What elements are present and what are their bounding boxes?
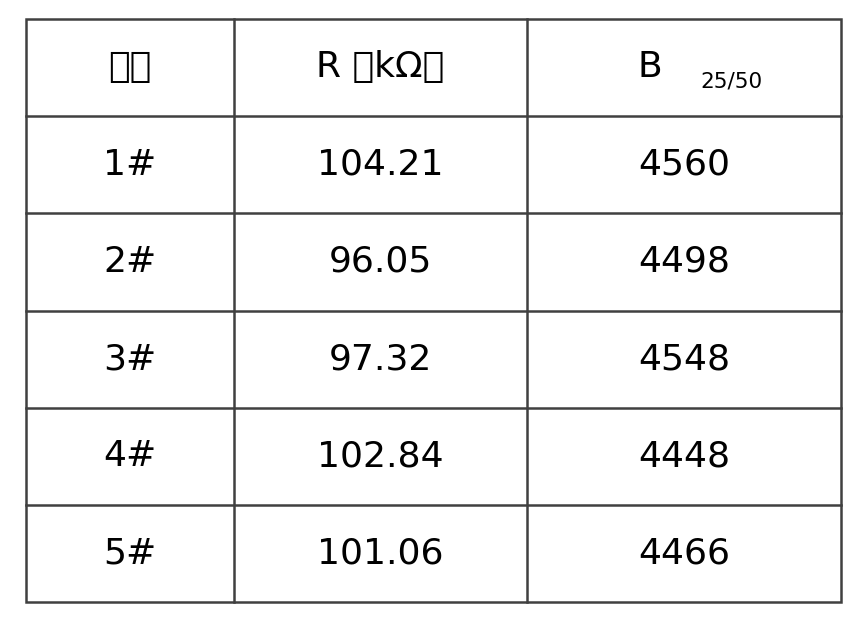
Text: 编号: 编号 [108,50,152,84]
Text: 97.32: 97.32 [329,342,433,376]
Text: 4498: 4498 [638,245,730,279]
Text: 3#: 3# [103,342,157,376]
Text: 4466: 4466 [638,537,730,571]
Text: 4448: 4448 [638,440,730,473]
Text: 25/50: 25/50 [701,72,763,92]
Text: 1#: 1# [103,148,157,181]
Text: 102.84: 102.84 [317,440,444,473]
Text: 96.05: 96.05 [329,245,433,279]
Text: R （kΩ）: R （kΩ） [316,50,445,84]
Text: B: B [637,50,662,84]
Text: 4#: 4# [103,440,157,473]
Text: 4548: 4548 [638,342,730,376]
Text: 5#: 5# [103,537,157,571]
Text: 104.21: 104.21 [317,148,444,181]
Text: 2#: 2# [103,245,157,279]
Text: 4560: 4560 [638,148,730,181]
Text: 101.06: 101.06 [317,537,444,571]
